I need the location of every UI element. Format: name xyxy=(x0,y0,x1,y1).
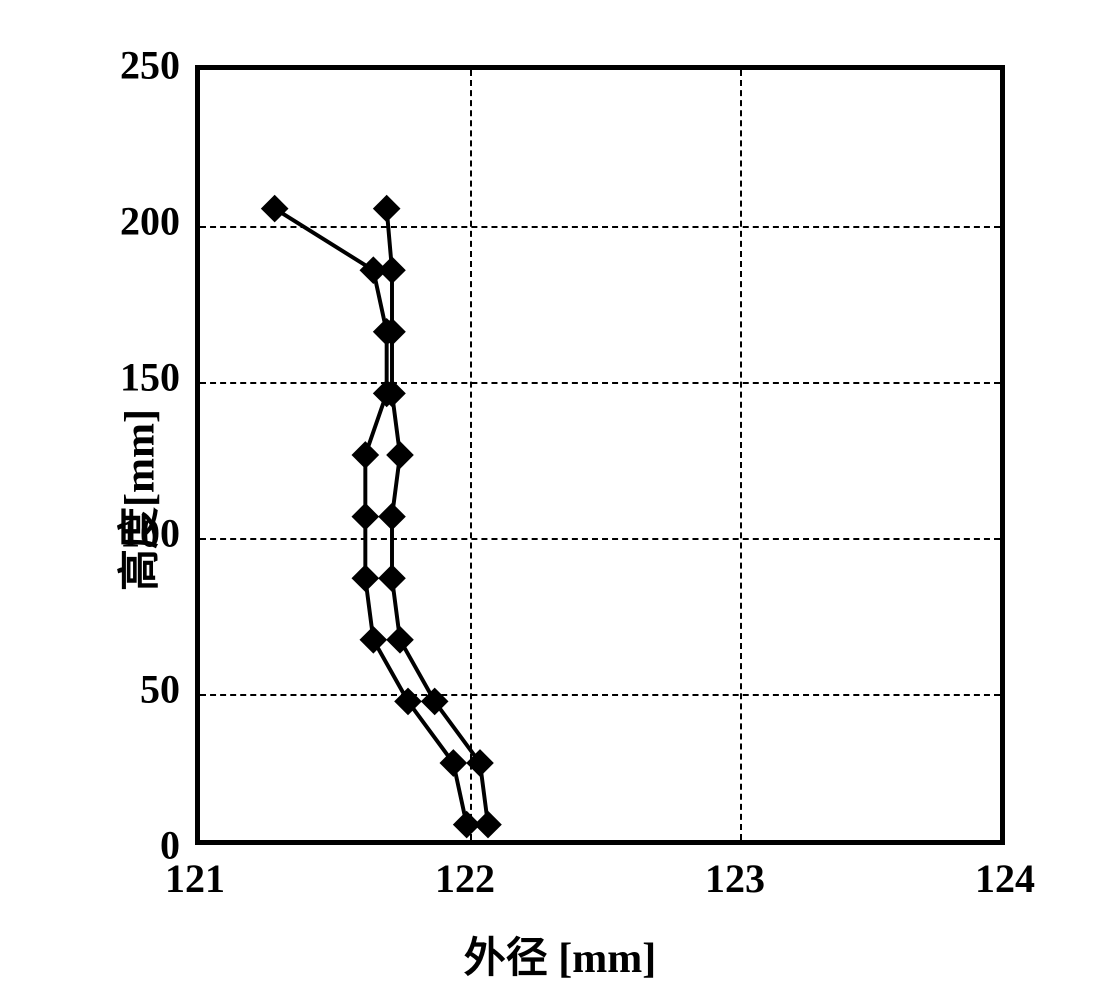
data-marker xyxy=(373,195,401,223)
data-marker xyxy=(421,688,449,716)
y-tick-label: 50 xyxy=(140,666,180,713)
x-tick-label: 123 xyxy=(705,855,765,902)
chart-container: 高度[mm] 外径 [mm] 0501001502002501211221231… xyxy=(60,20,1060,980)
plot-area xyxy=(195,65,1005,845)
y-tick-label: 250 xyxy=(120,42,180,89)
data-marker xyxy=(352,503,380,531)
data-marker xyxy=(378,256,406,284)
y-tick-label: 200 xyxy=(120,198,180,245)
data-marker xyxy=(352,564,380,592)
data-marker xyxy=(352,441,380,469)
data-marker xyxy=(360,626,388,654)
grid-line-horizontal xyxy=(200,694,1000,696)
data-marker xyxy=(440,749,468,777)
x-tick-label: 122 xyxy=(435,855,495,902)
data-marker xyxy=(261,195,289,223)
x-axis-label: 外径 [mm] xyxy=(464,924,656,985)
data-marker xyxy=(378,564,406,592)
grid-line-horizontal xyxy=(200,538,1000,540)
data-marker xyxy=(378,503,406,531)
x-tick-label: 124 xyxy=(975,855,1035,902)
data-marker xyxy=(378,318,406,346)
x-tick-label: 121 xyxy=(165,855,225,902)
data-marker xyxy=(394,688,422,716)
data-marker xyxy=(386,626,414,654)
grid-line-vertical xyxy=(740,70,742,840)
grid-line-horizontal xyxy=(200,226,1000,228)
data-marker xyxy=(474,811,502,839)
grid-line-vertical xyxy=(470,70,472,840)
grid-line-horizontal xyxy=(200,382,1000,384)
chart-svg xyxy=(200,70,1000,840)
data-marker xyxy=(386,441,414,469)
y-axis-label: 高度[mm] xyxy=(105,409,166,591)
y-tick-label: 100 xyxy=(120,510,180,557)
y-tick-label: 150 xyxy=(120,354,180,401)
